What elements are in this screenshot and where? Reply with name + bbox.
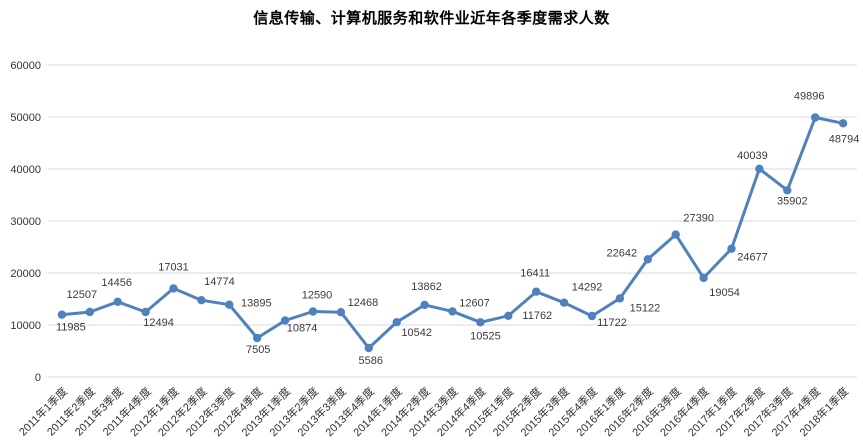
data-label: 10542 <box>401 327 432 339</box>
data-point-marker <box>448 307 457 316</box>
data-point-marker <box>392 318 401 327</box>
data-label: 11985 <box>56 322 86 334</box>
x-axis-tick-label: 2011年1季度 <box>16 384 70 438</box>
y-axis-tick-label: 40000 <box>10 164 41 176</box>
data-label: 27390 <box>683 213 714 225</box>
data-label: 12590 <box>302 290 333 302</box>
data-point-marker <box>476 318 485 327</box>
y-axis-tick-label: 20000 <box>10 268 41 280</box>
data-point-marker <box>420 300 429 310</box>
data-label: 10874 <box>287 323 318 335</box>
data-point-marker <box>85 307 95 317</box>
data-label: 49896 <box>794 91 825 103</box>
data-label: 14456 <box>101 277 132 289</box>
data-label: 19054 <box>709 287 740 299</box>
data-point-marker <box>755 164 764 173</box>
data-label: 14292 <box>572 282 603 294</box>
gridlines <box>48 64 857 378</box>
data-label: 11762 <box>522 310 552 322</box>
data-point-marker <box>308 307 318 316</box>
data-point-marker <box>699 273 708 283</box>
data-point-marker <box>587 311 597 321</box>
data-point-marker <box>783 186 792 195</box>
x-axis-labels: 2011年1季度2011年2季度2011年3季度2011年4季度2012年1季度… <box>16 384 851 439</box>
y-axis-tick-label: 30000 <box>10 216 41 228</box>
data-label: 17031 <box>158 261 189 273</box>
data-point-marker <box>169 284 178 293</box>
data-point-marker <box>559 298 569 307</box>
y-axis-tick-label: 50000 <box>10 112 41 124</box>
data-point-marker <box>532 287 541 296</box>
data-point-marker <box>253 333 262 343</box>
data-point-marker <box>727 244 736 253</box>
data-label: 14774 <box>204 276 235 288</box>
data-label: 35902 <box>777 195 808 207</box>
data-label: 13895 <box>241 298 272 310</box>
data-label: 11722 <box>597 317 627 329</box>
data-label: 10525 <box>470 330 501 342</box>
data-point-marker <box>671 230 680 239</box>
data-label: 22642 <box>607 247 638 259</box>
data-point-marker <box>811 113 820 122</box>
data-label: 13862 <box>411 281 442 293</box>
data-label: 5586 <box>359 355 383 367</box>
chart-title: 信息传输、计算机服务和软件业近年各季度需求人数 <box>253 10 610 27</box>
data-point-marker <box>838 119 848 128</box>
data-point-marker <box>57 310 67 319</box>
data-label: 7505 <box>246 344 270 356</box>
data-label: 12468 <box>348 297 379 309</box>
data-point-marker <box>225 300 234 309</box>
data-label: 12494 <box>143 317 174 329</box>
data-label: 40039 <box>737 150 768 162</box>
data-label: 15122 <box>630 302 661 314</box>
data-point-markers <box>57 113 848 353</box>
data-label: 12607 <box>459 297 490 309</box>
data-point-marker <box>197 296 206 305</box>
data-point-marker <box>336 308 346 317</box>
y-axis-tick-label: 60000 <box>10 60 41 72</box>
data-label: 16411 <box>520 268 550 280</box>
data-point-marker <box>280 316 290 325</box>
data-label: 24677 <box>737 252 768 264</box>
data-label: 12507 <box>67 289 98 301</box>
data-point-marker <box>643 255 652 264</box>
data-label: 48794 <box>829 133 860 145</box>
y-axis-labels: 0 10000 20000 30000 40000 50000 60000 <box>10 60 41 384</box>
data-point-marker <box>504 311 513 320</box>
y-axis-tick-label: 0 <box>35 372 41 384</box>
data-point-marker <box>364 343 373 353</box>
data-point-marker <box>141 307 150 317</box>
data-point-marker <box>113 297 122 306</box>
data-point-marker <box>615 294 625 303</box>
y-axis-tick-label: 10000 <box>10 320 41 332</box>
